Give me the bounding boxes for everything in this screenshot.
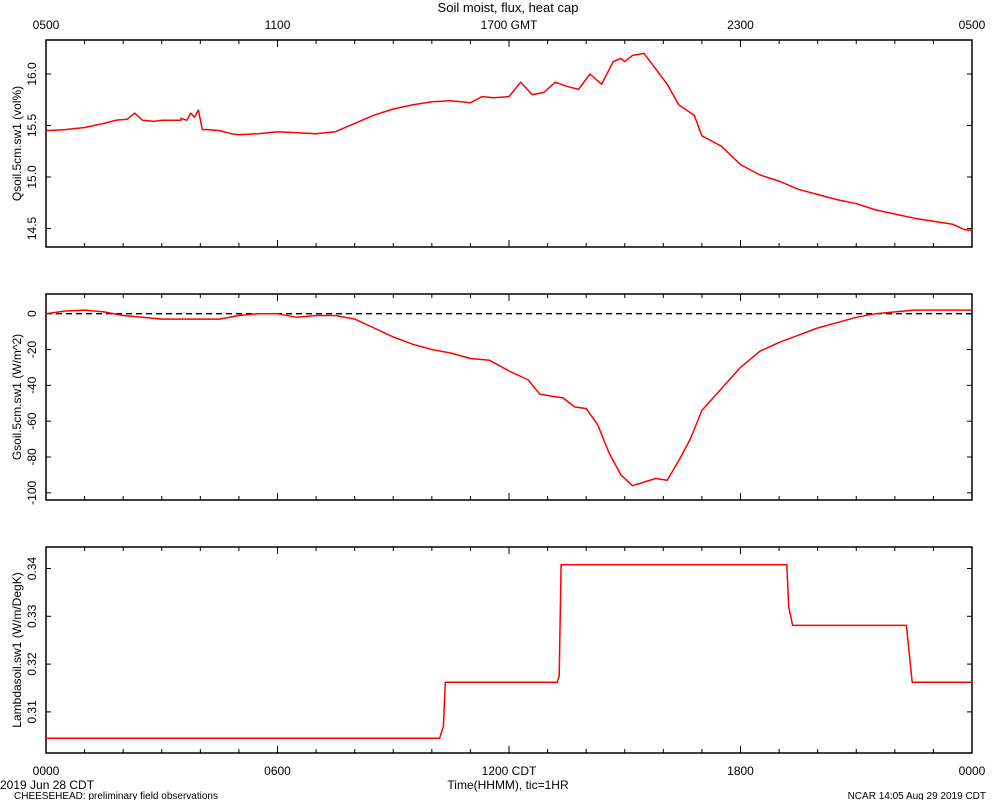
top-tick-label: 2300: [727, 18, 754, 32]
bottom-tick-label: 0000: [959, 764, 986, 778]
top-tick-label: 1700 GMT: [481, 18, 538, 32]
soil-heat-flux-panel: -100 -80 -60 -40 -20 0 Gsoil.5cm.sw1 (W/m^2): [10, 293, 973, 505]
y-tick-label: 0.33: [25, 604, 39, 628]
y-tick-label: -60: [25, 412, 39, 430]
y-tick-label: -40: [25, 376, 39, 394]
bottom-tick-label: 0600: [264, 764, 291, 778]
y-tick-label: 0.32: [25, 652, 39, 676]
bottom-tick-label: 1800: [727, 764, 754, 778]
chart-title: Soil moist, flux, heat cap: [438, 0, 579, 15]
y-axis-label: Qsoil.5cm.sw1 (vol%): [10, 86, 24, 201]
top-time-axis-gmt: 0500 1100 1700 GMT 2300 0500: [33, 18, 986, 32]
y-tick-label: 0: [25, 310, 39, 317]
footer-date-left: 2019 Jun 28 CDT: [0, 778, 95, 792]
y-tick-label: 15.5: [25, 113, 39, 137]
y-tick-label: 0.31: [25, 700, 39, 724]
y-tick-label: 14.5: [25, 216, 39, 240]
plot-frame: [45, 39, 973, 248]
y-tick-label: -80: [25, 448, 39, 466]
x-axis-label: Time(HHMM), tic=1HR: [447, 778, 569, 792]
series-line: [46, 563, 972, 739]
y-axis-label: Lambdasoil.sw1 (W/m/DegK): [10, 572, 24, 727]
bottom-time-axis-cdt: 0000 0600 1200 CDT 1800 0000: [33, 764, 986, 778]
y-tick-label: -100: [25, 481, 39, 505]
bottom-tick-label: 0000: [33, 764, 60, 778]
y-tick-label: -20: [25, 341, 39, 359]
plot-frame: [45, 546, 973, 754]
top-tick-label: 1100: [265, 18, 291, 32]
y-tick-label: 0.34: [25, 557, 39, 581]
plot-frame: [45, 293, 973, 501]
footer-project: CHEESEHEAD: preliminary field observatio…: [14, 791, 218, 800]
top-tick-label: 0500: [959, 18, 986, 32]
series-line: [45, 52, 973, 232]
top-tick-label: 0500: [33, 18, 60, 32]
footer-credit: NCAR 14:05 Aug 29 2019 CDT: [848, 791, 986, 800]
y-axis-label: Gsoil.5cm.sw1 (W/m^2): [10, 334, 24, 460]
bottom-tick-label: 1200 CDT: [482, 764, 537, 778]
series-line: [45, 309, 972, 487]
y-tick-label: 16.0: [25, 62, 39, 86]
y-tick-label: 15.0: [25, 165, 39, 189]
